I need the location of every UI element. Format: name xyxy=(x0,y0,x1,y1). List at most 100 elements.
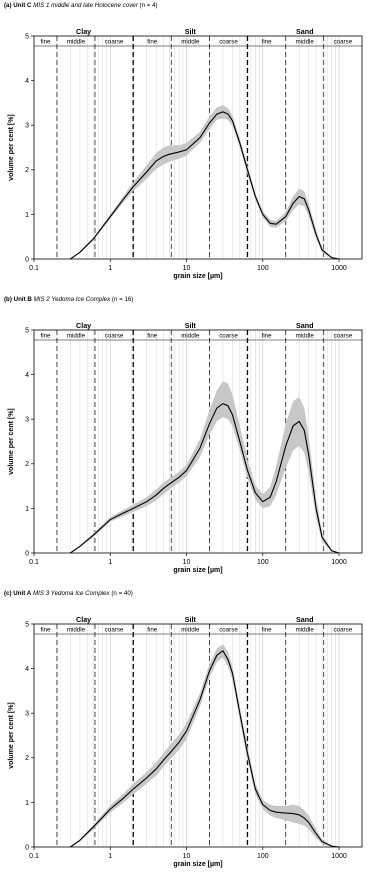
y-tick-label: 0 xyxy=(25,844,29,851)
y-axis-label: volume per cent [%] xyxy=(8,114,15,181)
x-tick-label: 10 xyxy=(183,559,191,566)
subclass-label: fine xyxy=(147,627,158,634)
y-tick-label: 2 xyxy=(25,755,29,762)
x-tick-label: 100 xyxy=(257,853,269,860)
panel-subtitle: MIS 2 Yedoma Ice Complex xyxy=(33,296,111,303)
y-tick-label: 5 xyxy=(25,33,29,40)
x-axis-label: grain size [µm] xyxy=(173,861,222,868)
panel-sample-count: (n = 4) xyxy=(139,2,158,9)
subclass-label: fine xyxy=(40,333,51,340)
panel-sample-count: (n = 16) xyxy=(111,296,134,303)
subclass-label: middle xyxy=(296,39,315,46)
subclass-label: fine xyxy=(40,39,51,46)
y-tick-label: 0 xyxy=(25,550,29,557)
subclass-label: coarse xyxy=(334,627,353,634)
subclass-label: fine xyxy=(262,39,273,46)
range-band xyxy=(70,644,340,847)
range-band xyxy=(70,381,340,553)
y-tick-label: 2 xyxy=(25,167,29,174)
panel-label: (a) Unit C xyxy=(4,2,32,9)
subclass-label: coarse xyxy=(105,627,124,634)
panel-subtitle: MIS 3 Yedoma Ice Complex xyxy=(33,590,110,597)
y-tick-label: 4 xyxy=(25,78,29,85)
y-axis-label: volume per cent [%] xyxy=(8,408,15,475)
y-tick-label: 1 xyxy=(25,800,29,807)
subclass-label: middle xyxy=(181,333,200,340)
x-tick-label: 100 xyxy=(257,559,269,566)
subclass-label: coarse xyxy=(219,39,238,46)
class-label: Silt xyxy=(185,321,197,330)
y-tick-label: 3 xyxy=(25,711,29,718)
plot-frame xyxy=(33,35,363,260)
panel-label: (c) Unit A xyxy=(4,590,32,597)
y-axis-label: volume per cent [%] xyxy=(8,702,15,769)
panel-title: (c) Unit A MIS 3 Yedoma Ice Complex (n =… xyxy=(4,590,133,597)
x-tick-label: 10 xyxy=(183,853,191,860)
mean-line xyxy=(70,649,340,848)
x-tick-label: 1000 xyxy=(331,559,347,566)
panel-unit-a: (c) Unit A MIS 3 Yedoma Ice Complex (n =… xyxy=(0,588,367,882)
x-tick-label: 0.1 xyxy=(29,559,39,566)
panel-title: (a) Unit C MIS 1 middle and late Holocen… xyxy=(4,2,158,9)
range-band xyxy=(70,105,340,259)
subclass-label: fine xyxy=(147,333,158,340)
class-label: Clay xyxy=(76,321,91,330)
class-label: Clay xyxy=(76,615,91,624)
subclass-label: middle xyxy=(296,627,315,634)
mean-line xyxy=(70,111,340,260)
y-tick-label: 2 xyxy=(25,461,29,468)
x-tick-label: 1000 xyxy=(331,265,347,272)
panel-sample-count: (n = 40) xyxy=(111,590,133,597)
x-axis-label: grain size [µm] xyxy=(173,567,222,574)
class-label: Silt xyxy=(185,27,197,36)
y-tick-label: 4 xyxy=(25,666,29,673)
grain-size-chart: Clay Silt Sand fine middle coarse fine middle co… xyxy=(8,321,363,574)
subclass-label: coarse xyxy=(219,627,238,634)
subclass-label: coarse xyxy=(334,333,353,340)
panel-unit-b: (b) Unit B MIS 2 Yedoma Ice Complex (n =… xyxy=(0,294,367,588)
subclass-label: middle xyxy=(67,333,86,340)
subclass-label: middle xyxy=(296,333,315,340)
subclass-label: fine xyxy=(262,627,273,634)
subclass-label: middle xyxy=(181,39,200,46)
x-tick-label: 0.1 xyxy=(29,265,39,272)
subclass-label: coarse xyxy=(105,333,124,340)
x-tick-label: 100 xyxy=(257,265,269,272)
y-tick-label: 0 xyxy=(25,256,29,263)
x-tick-label: 0.1 xyxy=(29,853,39,860)
x-tick-label: 10 xyxy=(183,265,191,272)
class-label: Sand xyxy=(296,321,314,330)
y-tick-label: 5 xyxy=(25,621,29,628)
subclass-label: middle xyxy=(67,627,86,634)
panel-unit-c: (a) Unit C MIS 1 middle and late Holocen… xyxy=(0,0,367,294)
class-label: Sand xyxy=(296,615,314,624)
subclass-label: coarse xyxy=(105,39,124,46)
y-tick-label: 1 xyxy=(25,506,29,513)
class-label: Sand xyxy=(296,27,314,36)
x-tick-label: 1 xyxy=(108,559,112,566)
subclass-label: fine xyxy=(147,39,158,46)
plot-frame xyxy=(33,623,363,848)
panel-label: (b) Unit B xyxy=(4,296,32,303)
grain-size-chart: Clay Silt Sand fine middle coarse fine middle co… xyxy=(8,615,363,868)
y-tick-label: 5 xyxy=(25,327,29,334)
x-tick-label: 1000 xyxy=(331,853,347,860)
subclass-label: coarse xyxy=(334,39,353,46)
subclass-label: fine xyxy=(262,333,273,340)
panel-title: (b) Unit B MIS 2 Yedoma Ice Complex (n =… xyxy=(4,296,133,303)
y-tick-label: 4 xyxy=(25,372,29,379)
y-tick-label: 1 xyxy=(25,212,29,219)
mean-line xyxy=(70,402,340,554)
x-axis-label: grain size [µm] xyxy=(173,273,222,280)
subclass-label: coarse xyxy=(219,333,238,340)
subclass-label: fine xyxy=(40,627,51,634)
class-label: Silt xyxy=(185,615,197,624)
y-tick-label: 3 xyxy=(25,417,29,424)
subclass-label: middle xyxy=(181,627,200,634)
panel-subtitle: MIS 1 middle and late Holocene cover xyxy=(33,2,138,9)
grain-size-chart: Clay Silt Sand fine middle coarse fine middle co… xyxy=(8,27,363,280)
plot-frame xyxy=(33,329,363,554)
subclass-label: middle xyxy=(67,39,86,46)
class-label: Clay xyxy=(76,27,91,36)
x-tick-label: 1 xyxy=(108,853,112,860)
